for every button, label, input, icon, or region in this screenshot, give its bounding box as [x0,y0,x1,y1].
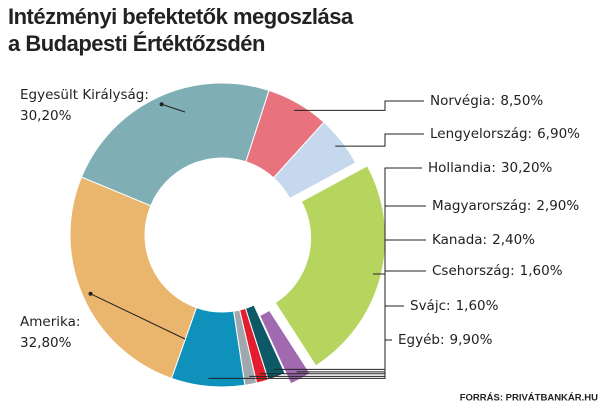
category-label: Egyesült Királyság: [20,87,149,103]
donut-slice [272,121,357,200]
leader-dot [88,291,93,296]
value-label: 8,50% [500,93,543,109]
value-label: 1,60% [520,263,563,279]
leader-line [90,293,186,340]
category-label: Amerika: [20,314,80,330]
category-label: Csehország: [432,263,515,279]
chart-title: a Budapesti Értéktőzsdén [8,31,265,56]
value-label: 6,90% [537,126,580,142]
category-label: Svájc: [410,298,451,314]
category-label: Hollandia: [428,160,496,176]
data-label: Kanada: 2,40% [432,232,535,248]
leader-dot [159,102,164,107]
data-label: Hollandia: 30,20% [428,160,553,176]
value-label: 30,20% [20,108,72,124]
value-label: 2,90% [536,198,579,214]
donut-slice [80,82,270,207]
leader-line [208,339,392,379]
donut-slice [69,176,198,379]
leader-line [335,133,424,147]
data-label: Magyarország: 2,90% [432,198,579,214]
category-label: Kanada: [432,232,487,248]
value-label: 2,40% [492,232,535,248]
value-label: 32,80% [20,335,72,351]
data-label: Egyéb: 9,90% [398,332,493,348]
leader-line [294,100,424,111]
value-label: 30,20% [501,160,553,176]
value-label: 9,90% [450,332,493,348]
value-label: 1,60% [456,298,499,314]
category-label: Norvégia: [430,93,495,109]
source: FORRÁS: PRIVÁTBANKÁR.HU [460,393,598,404]
chart-title: Intézményi befektetők megoszlása [8,4,354,29]
data-label: Norvégia: 8,50% [430,93,543,109]
category-label: Egyéb: [398,332,445,348]
data-label: Lengyelország: 6,90% [430,126,580,142]
category-label: Lengyelország: [430,126,532,142]
category-label: Magyarország: [432,198,531,214]
donut-slice [259,309,311,385]
data-label: Svájc: 1,60% [410,298,499,314]
data-label: Csehország: 1,60% [432,263,563,279]
leader-line [161,103,186,113]
